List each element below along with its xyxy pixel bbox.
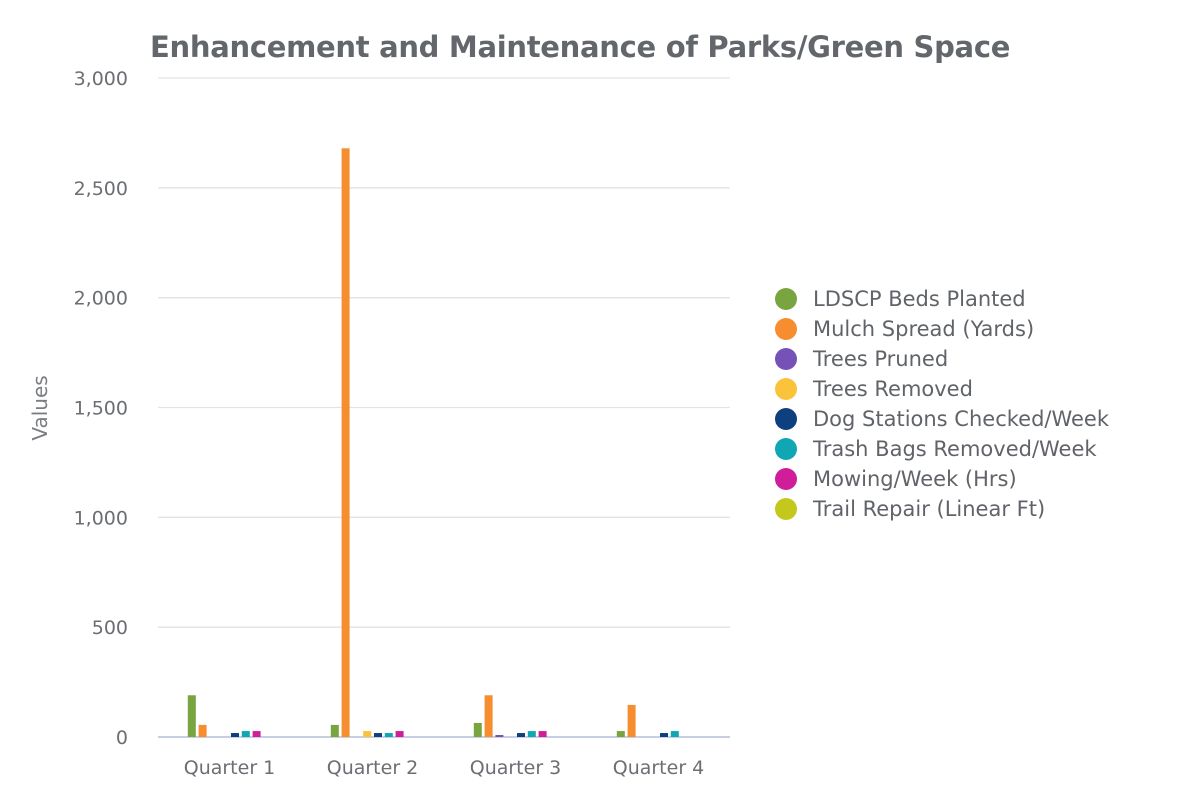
x-tick-label: Quarter 1 bbox=[184, 757, 276, 779]
legend-item: Trees Pruned bbox=[775, 344, 1109, 374]
bar-0-2 bbox=[473, 722, 482, 737]
legend-label: LDSCP Beds Planted bbox=[813, 287, 1026, 311]
bar-6-1 bbox=[395, 731, 404, 737]
legend-swatch bbox=[775, 498, 797, 520]
bar-0-3 bbox=[616, 731, 625, 737]
legend-label: Mulch Spread (Yards) bbox=[813, 317, 1035, 341]
x-tick-label: Quarter 2 bbox=[327, 757, 419, 779]
y-tick-label: 2,500 bbox=[74, 178, 128, 200]
y-tick-label: 1,000 bbox=[74, 507, 128, 529]
legend-swatch bbox=[775, 408, 797, 430]
bar-5-0 bbox=[241, 731, 250, 737]
legend-item: Mowing/Week (Hrs) bbox=[775, 464, 1109, 494]
y-tick-label: 2,000 bbox=[74, 288, 128, 310]
bar-1-1 bbox=[341, 148, 350, 737]
bar-5-1 bbox=[384, 733, 393, 737]
legend-item: Trail Repair (Linear Ft) bbox=[775, 494, 1109, 524]
legend-label: Trees Pruned bbox=[813, 347, 949, 371]
legend-swatch bbox=[775, 288, 797, 310]
legend-swatch bbox=[775, 378, 797, 400]
bar-2-2 bbox=[495, 735, 504, 737]
y-tick-label: 500 bbox=[92, 617, 128, 639]
legend-item: Trees Removed bbox=[775, 374, 1109, 404]
legend-label: Trail Repair (Linear Ft) bbox=[813, 497, 1046, 521]
y-tick-label: 1,500 bbox=[74, 398, 128, 420]
bar-5-3 bbox=[670, 731, 679, 737]
legend-label: Trees Removed bbox=[813, 377, 973, 401]
legend-item: Trash Bags Removed/Week bbox=[775, 434, 1109, 464]
bar-0-0 bbox=[187, 695, 196, 737]
bar-6-2 bbox=[538, 731, 547, 737]
legend-swatch bbox=[775, 468, 797, 490]
legend-swatch bbox=[775, 318, 797, 340]
legend-label: Trash Bags Removed/Week bbox=[813, 437, 1097, 461]
bar-4-2 bbox=[517, 733, 525, 737]
legend: LDSCP Beds Planted Mulch Spread (Yards) Tr… bbox=[775, 284, 1109, 524]
bar-1-0 bbox=[198, 724, 207, 737]
bar-4-1 bbox=[374, 733, 382, 737]
legend-item: Mulch Spread (Yards) bbox=[775, 314, 1109, 344]
bar-3-1 bbox=[363, 731, 372, 737]
legend-item: Dog Stations Checked/Week bbox=[775, 404, 1109, 434]
bar-1-3 bbox=[627, 704, 636, 737]
bar-1-2 bbox=[484, 695, 493, 737]
legend-swatch bbox=[775, 348, 797, 370]
legend-label: Dog Stations Checked/Week bbox=[813, 407, 1110, 431]
bar-5-2 bbox=[527, 731, 536, 737]
y-tick-label: 3,000 bbox=[74, 68, 128, 90]
x-tick-label: Quarter 4 bbox=[613, 757, 705, 779]
bar-6-0 bbox=[252, 731, 261, 737]
legend-item: LDSCP Beds Planted bbox=[775, 284, 1109, 314]
legend-label: Mowing/Week (Hrs) bbox=[813, 467, 1017, 491]
bar-4-0 bbox=[231, 733, 239, 737]
x-tick-label: Quarter 3 bbox=[470, 757, 562, 779]
bar-0-1 bbox=[330, 724, 339, 737]
bar-4-3 bbox=[660, 733, 668, 737]
y-tick-label: 0 bbox=[116, 727, 128, 749]
chart-title: Enhancement and Maintenance of Parks/Gre… bbox=[150, 30, 1011, 64]
legend-swatch bbox=[775, 438, 797, 460]
